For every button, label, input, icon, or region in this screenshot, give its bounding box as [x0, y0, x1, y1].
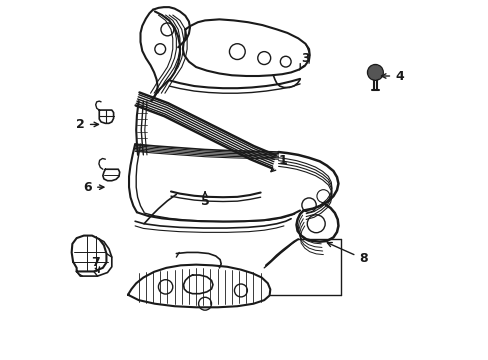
- Text: 8: 8: [326, 243, 367, 265]
- Text: 7: 7: [91, 256, 100, 272]
- Text: 3: 3: [299, 51, 309, 70]
- Text: 1: 1: [270, 154, 287, 172]
- Text: 4: 4: [381, 69, 403, 82]
- Circle shape: [368, 66, 381, 79]
- Text: 6: 6: [83, 181, 103, 194]
- Text: 2: 2: [76, 118, 98, 131]
- Text: 5: 5: [200, 192, 209, 208]
